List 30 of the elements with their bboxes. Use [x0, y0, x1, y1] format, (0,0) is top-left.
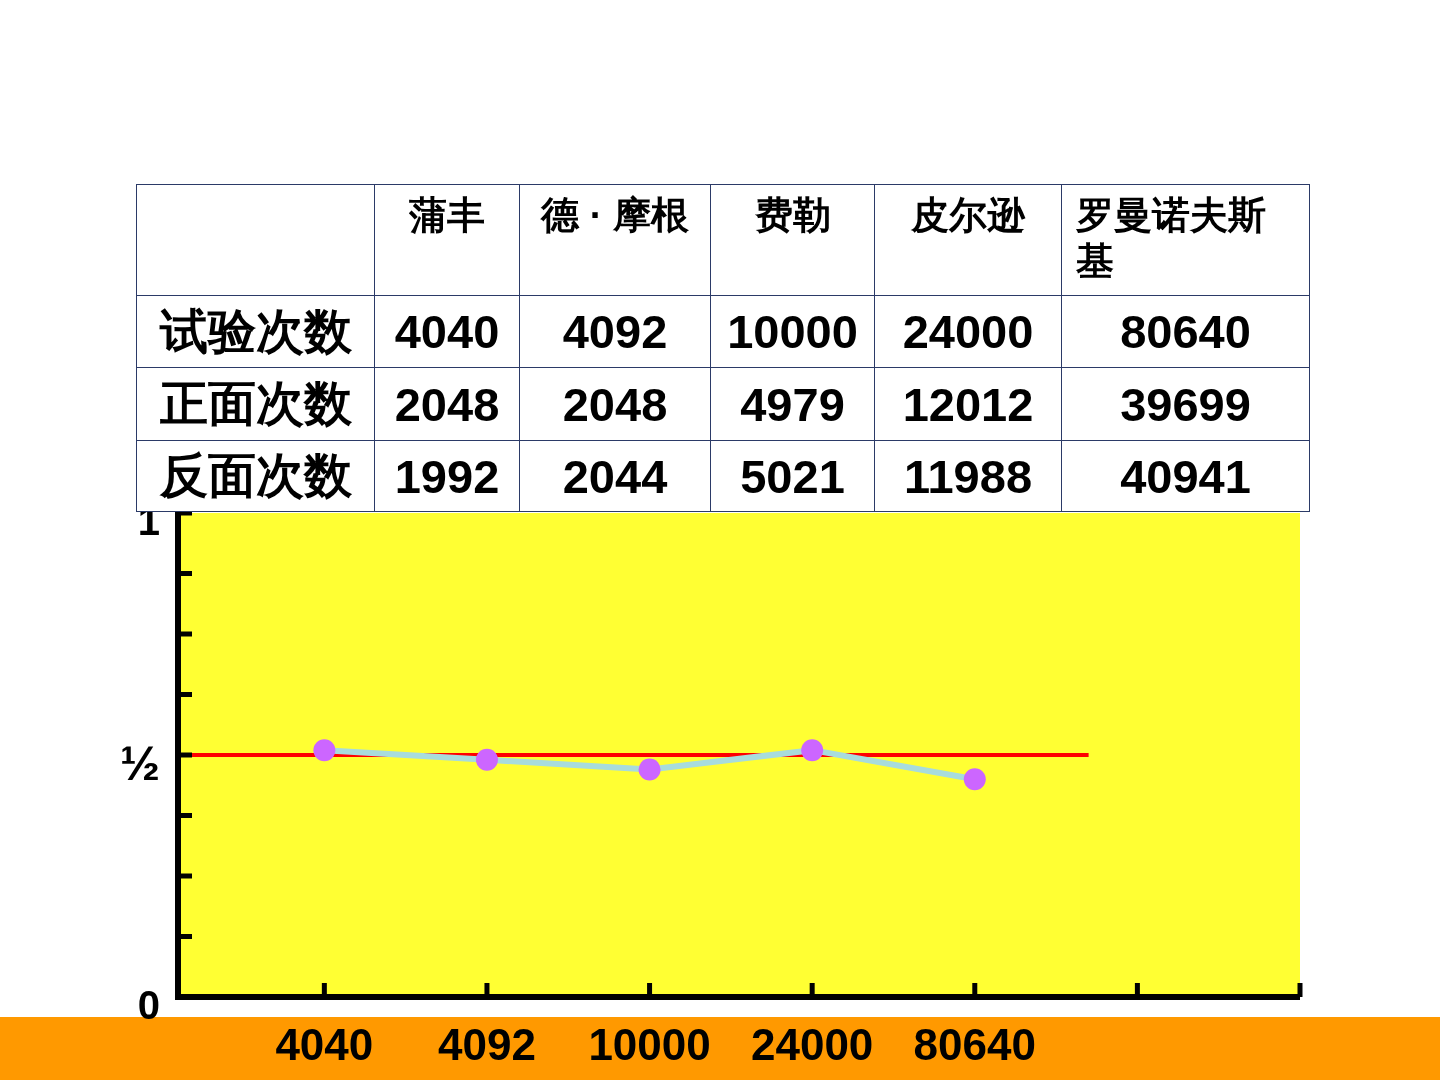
y-tick-label: 反面次数 [136, 440, 375, 512]
data-label: 39699 [1061, 367, 1310, 441]
data-label: 2048 [374, 367, 520, 441]
x-tick-label: 4092 [438, 1020, 536, 1069]
data-label: 11988 [874, 440, 1062, 512]
y-tick-label: ½ [119, 736, 160, 790]
data-label: 4092 [519, 295, 711, 368]
data-label: 2048 [519, 367, 711, 441]
x-tick-label: 蒲丰 [409, 193, 485, 238]
data-label: 2044 [519, 440, 711, 512]
data-label: 5021 [710, 440, 875, 512]
x-tick-label: 罗曼诺夫斯基 [1076, 193, 1267, 284]
data-label: 4979 [710, 367, 875, 441]
x-tick-label: 10000 [588, 1020, 711, 1069]
x-tick-label: 皮尔逊 [911, 193, 1025, 238]
y-tick-label: 0 [137, 983, 160, 1027]
data-label: 4040 [374, 295, 520, 368]
data-label: 80640 [1061, 295, 1310, 368]
data-label: 24000 [874, 295, 1062, 368]
x-tick-label: 费勒 [754, 193, 831, 238]
y-tick-label: 试验次数 [136, 295, 375, 368]
data-label: 10000 [710, 295, 875, 368]
data-label: 1992 [374, 440, 520, 512]
x-tick-label: 80640 [913, 1020, 1036, 1069]
x-tick-label: 德 · 摩根 [541, 193, 689, 238]
x-tick-label: 4040 [275, 1020, 374, 1069]
y-tick-label: 正面次数 [136, 367, 375, 441]
data-label: 40941 [1061, 440, 1310, 512]
data-label: 12012 [874, 367, 1062, 441]
x-tick-label: 24000 [750, 1020, 874, 1069]
